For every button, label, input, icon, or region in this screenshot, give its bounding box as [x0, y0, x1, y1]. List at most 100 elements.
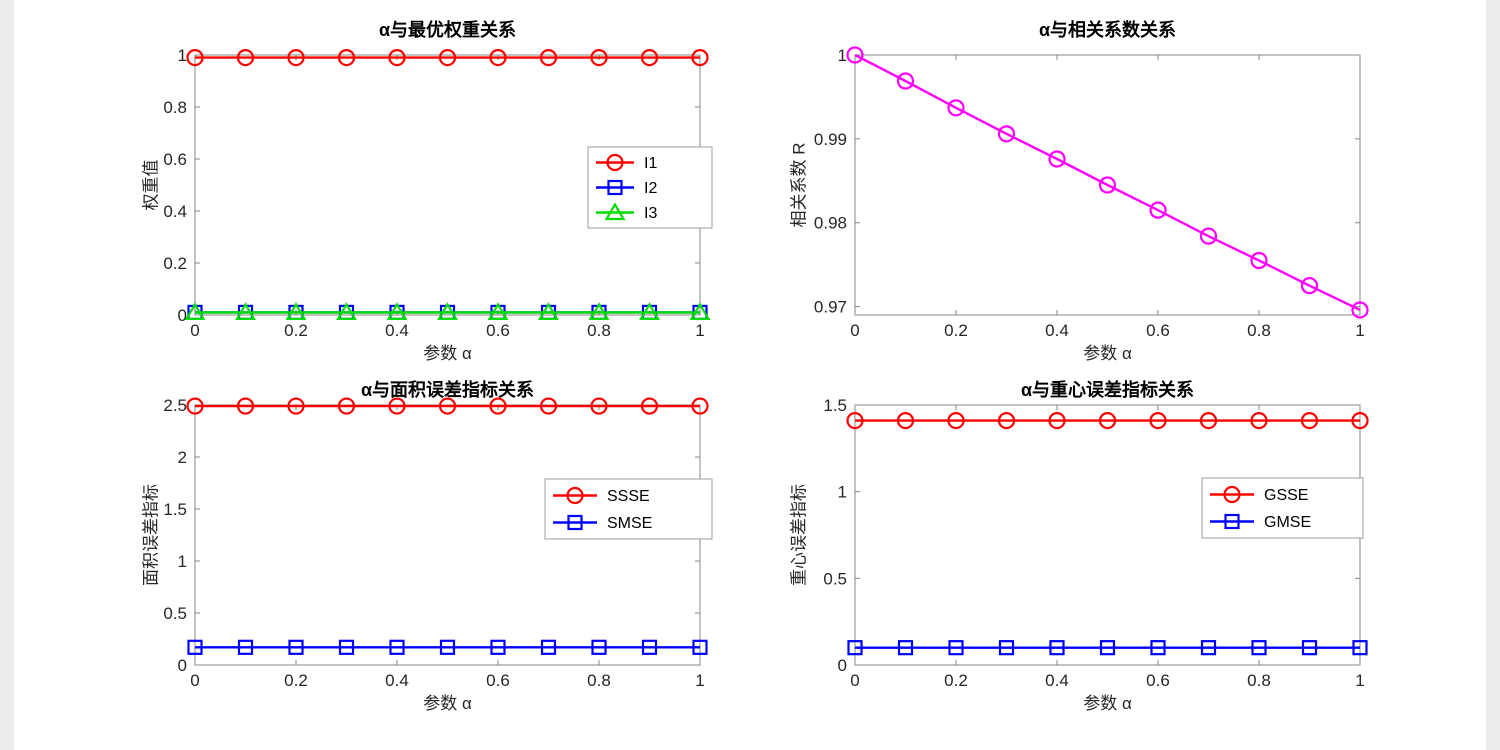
tick-label: 0.6 [1146, 321, 1170, 340]
square-marker [998, 640, 1015, 656]
tick-label: 1.5 [163, 500, 187, 519]
legend-label: I2 [644, 180, 657, 197]
circle-marker [997, 411, 1016, 430]
circle-marker [1098, 411, 1117, 430]
square-marker [897, 640, 914, 656]
circle-marker [236, 397, 255, 415]
square-marker [1049, 640, 1065, 656]
legend-label: I3 [644, 205, 657, 222]
tick-label: 2 [178, 448, 187, 467]
square-marker [607, 179, 623, 196]
square-marker [237, 639, 254, 655]
legend-label: SSSE [607, 488, 650, 505]
circle-marker [691, 48, 709, 67]
tick-label: 1.5 [823, 396, 847, 415]
tick-label: 0 [850, 321, 859, 340]
series-line-R [854, 53, 1361, 312]
triangle-marker [285, 302, 307, 320]
tick-label: 0.2 [944, 671, 968, 690]
tick-label: 0.4 [385, 321, 409, 340]
circle-marker [846, 46, 864, 64]
circle-marker [489, 48, 507, 67]
legend-label: GSSE [1264, 487, 1308, 504]
circle-marker [1300, 411, 1319, 430]
tick-label: 1 [1355, 671, 1364, 690]
correlation-plot: 0 0.2 0.4 0.6 0.8 1 0.97 0.98 0.99 1 [814, 46, 1369, 340]
y-axis-label: 权重值 [141, 159, 161, 211]
tick-label: 0.4 [385, 671, 409, 690]
circle-marker [337, 48, 356, 67]
circle-marker [388, 397, 406, 415]
tick-label: 1 [178, 46, 187, 65]
triangle-marker [538, 302, 559, 320]
circle-marker [388, 48, 406, 67]
circle-marker [947, 99, 965, 117]
circle-marker [337, 397, 356, 415]
tick-label: 0.97 [814, 298, 847, 317]
window-edge-right [1486, 0, 1500, 750]
circle-marker [640, 48, 659, 67]
tick-label: 1 [1355, 321, 1364, 340]
circle-marker [1300, 277, 1319, 295]
tick-label: 0 [190, 671, 199, 690]
triangle-marker [588, 302, 610, 320]
circle-marker [997, 125, 1016, 143]
square-marker [567, 514, 583, 531]
tick-label: 1 [695, 671, 704, 690]
circle-marker [1149, 411, 1167, 430]
circle-marker [1223, 485, 1241, 504]
circle-marker [606, 153, 624, 172]
triangle-marker [689, 302, 711, 320]
circle-marker [1250, 251, 1268, 270]
triangle-marker [639, 302, 660, 320]
circle-marker [186, 397, 204, 415]
tick-label: 0.5 [823, 569, 847, 588]
legend-label: I1 [644, 155, 657, 172]
circle-marker [691, 397, 709, 415]
square-marker [288, 639, 304, 655]
circle-marker [539, 48, 558, 67]
legend-label: GMSE [1264, 514, 1311, 531]
tick-label: 0.98 [814, 214, 847, 233]
y-axis-label: 面积误差指标 [141, 484, 161, 586]
tick-label: 0.4 [1045, 321, 1069, 340]
circle-marker [896, 72, 915, 90]
chart-title: α与相关系数关系 [1038, 20, 1177, 40]
x-axis-label: 参数 α [1083, 694, 1132, 713]
y-axis-label: 重心误差指标 [789, 484, 809, 586]
triangle-marker [386, 302, 408, 320]
tick-label: 0.8 [163, 98, 187, 117]
circle-marker [186, 48, 204, 67]
square-marker [847, 640, 863, 656]
triangle-marker [487, 302, 509, 320]
circle-marker [566, 486, 584, 505]
tick-label: 0.2 [163, 254, 187, 273]
tick-label: 0.4 [163, 202, 187, 221]
triangle-marker [437, 302, 458, 320]
tick-label: 0.99 [814, 130, 847, 149]
circle-marker [287, 48, 305, 67]
circle-marker [438, 397, 457, 415]
circle-marker [539, 397, 558, 415]
circle-marker [1199, 411, 1218, 430]
triangle-marker [235, 302, 256, 320]
tick-label: 0 [838, 656, 847, 675]
square-marker [641, 639, 658, 655]
circle-marker [896, 411, 915, 430]
circle-marker [1048, 411, 1066, 430]
circle-marker [640, 397, 659, 415]
chart-title: α与重心误差指标关系 [1020, 380, 1195, 400]
square-marker [338, 639, 355, 655]
tick-label: 0 [190, 321, 199, 340]
circle-marker [1098, 176, 1117, 194]
chart-area-error: 0 0.2 0.4 0.6 0.8 1 0 0.5 1 1.5 2 2.5 SSSE SMSE α与面积误… [0, 375, 750, 750]
window-edge-left [0, 0, 14, 750]
triangle-marker [184, 302, 206, 320]
circle-marker [1048, 150, 1066, 168]
square-marker [1352, 640, 1368, 656]
circle-marker [1351, 301, 1369, 319]
x-axis-label: 参数 α [1083, 344, 1132, 363]
tick-label: 0.2 [284, 321, 308, 340]
chart-correlation: 0 0.2 0.4 0.6 0.8 1 0.97 0.98 0.99 1 α与相关系数关系 参数 … [750, 0, 1500, 375]
tick-label: 0 [850, 671, 859, 690]
